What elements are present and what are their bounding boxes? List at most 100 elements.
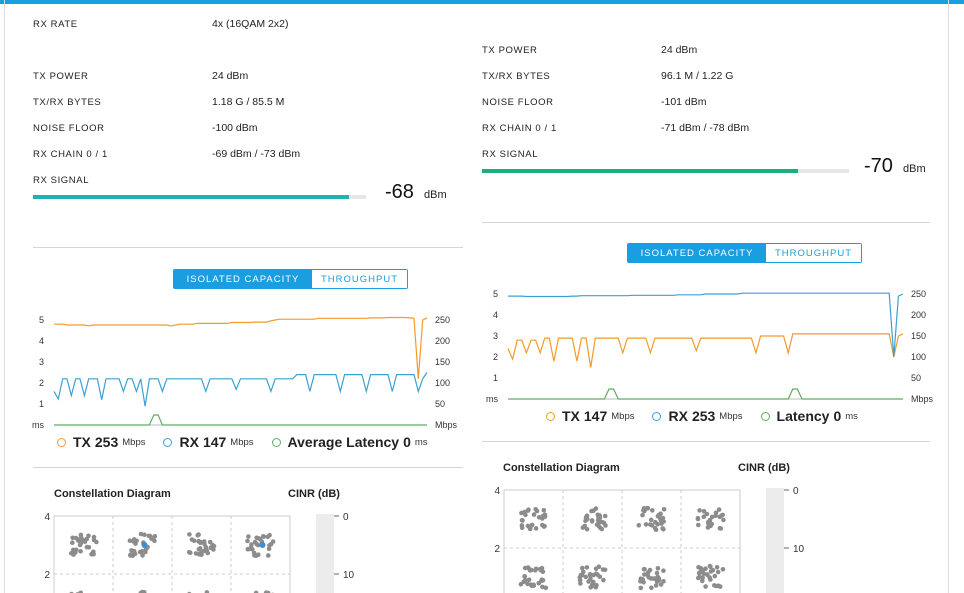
constellation-point xyxy=(131,548,137,554)
constellation-point xyxy=(601,577,606,583)
left-axis-tick: 4 xyxy=(39,336,44,346)
constellation-point xyxy=(638,576,644,581)
constellation-point xyxy=(536,515,542,520)
constellation-y-tick: 2 xyxy=(44,570,50,581)
constellation-point xyxy=(84,544,90,550)
constellation-point xyxy=(140,553,145,558)
right-constellation-title: Constellation Diagram xyxy=(503,462,620,474)
constellation-point xyxy=(584,527,590,532)
constellation-point xyxy=(261,534,267,539)
constellation-point xyxy=(521,579,526,585)
isolated-capacity-tab[interactable]: ISOLATED CAPACITY xyxy=(628,244,766,262)
txrx-bytes-label: TX/RX BYTES xyxy=(33,97,102,108)
constellation-point xyxy=(266,553,271,558)
constellation-point xyxy=(653,519,658,525)
constellation-point xyxy=(642,566,647,572)
constellation-point xyxy=(647,567,653,573)
constellation-point xyxy=(584,513,590,518)
constellation-point xyxy=(78,532,84,538)
constellation-point xyxy=(78,540,84,545)
left-axis-tick: 4 xyxy=(493,310,498,320)
constellation-point xyxy=(78,549,83,554)
constellation-point xyxy=(602,513,608,519)
tx-power-value: 24 dBm xyxy=(661,44,698,56)
left-chart-toggle: ISOLATED CAPACITY THROUGHPUT xyxy=(173,269,408,289)
constellation-point xyxy=(648,576,653,581)
constellation-point xyxy=(582,523,588,529)
legend-tx: TX 253 Mbps xyxy=(57,434,145,450)
constellation-point xyxy=(597,513,603,518)
constellation-point xyxy=(520,518,525,523)
constellation-point xyxy=(541,508,547,513)
constellation-point xyxy=(647,522,653,527)
constellation-point xyxy=(579,572,585,578)
constellation-point xyxy=(257,536,263,542)
legend-latency-name: Latency xyxy=(776,408,830,424)
right-axis-tick: 200 xyxy=(435,336,450,346)
rx-rate-label: RX RATE xyxy=(33,19,78,30)
series-line-tx xyxy=(507,333,904,368)
constellation-point xyxy=(649,585,654,591)
rx-signal-label: RX SIGNAL xyxy=(33,175,90,186)
throughput-tab[interactable]: THROUGHPUT xyxy=(766,244,861,262)
constellation-point xyxy=(714,565,720,570)
constellation-point xyxy=(531,512,537,517)
constellation-point xyxy=(708,523,713,529)
constellation-y-tick: 4 xyxy=(44,512,50,523)
constellation-point xyxy=(661,579,666,584)
txrx-bytes-label: TX/RX BYTES xyxy=(482,71,551,82)
constellation-point xyxy=(703,584,708,589)
constellation-point xyxy=(152,534,158,539)
constellation-point xyxy=(700,568,706,573)
constellation-point xyxy=(708,577,713,582)
constellation-point xyxy=(270,539,276,544)
rx-chain-label: RX CHAIN 0 / 1 xyxy=(33,149,108,160)
constellation-point xyxy=(660,526,665,531)
constellation-point xyxy=(519,523,525,528)
constellation-point xyxy=(636,523,642,528)
legend-tx-name: TX xyxy=(562,408,580,424)
tx-legend-circle-icon xyxy=(546,411,555,421)
constellation-point xyxy=(712,583,717,588)
left-chart-legend: TX 253 Mbps RX 147 Mbps Average Latency … xyxy=(57,434,446,450)
legend-tx-name: TX xyxy=(73,434,91,450)
constellation-point xyxy=(602,567,608,573)
constellation-point xyxy=(641,506,647,511)
noise-floor-label: NOISE FLOOR xyxy=(33,123,105,134)
constellation-point xyxy=(541,524,547,529)
constellation-point xyxy=(716,507,722,512)
constellation-point xyxy=(717,525,723,531)
constellation-point xyxy=(580,565,585,571)
right-axis-tick: 100 xyxy=(911,352,926,362)
txrx-bytes-value: 1.18 G / 85.5 M xyxy=(212,96,285,108)
constellation-point xyxy=(529,583,534,588)
constellation-point xyxy=(640,512,645,518)
isolated-capacity-tab[interactable]: ISOLATED CAPACITY xyxy=(174,270,312,288)
top-accent-bar xyxy=(0,0,964,4)
rx-signal-bar xyxy=(482,169,849,173)
constellation-point xyxy=(583,574,589,580)
constellation-point xyxy=(655,574,660,580)
constellation-point xyxy=(526,577,532,583)
constellation-point xyxy=(91,549,96,555)
throughput-tab[interactable]: THROUGHPUT xyxy=(312,270,407,288)
constellation-point xyxy=(533,526,539,531)
constellation-point-highlight xyxy=(259,542,266,548)
constellation-point xyxy=(638,585,644,591)
constellation-point xyxy=(720,567,726,572)
constellation-point xyxy=(594,582,599,588)
legend-latency-name: Average Latency xyxy=(287,434,400,450)
constellation-point xyxy=(255,542,261,548)
left-constellation-diagram: 4 2 0 10 xyxy=(44,512,355,593)
right-cinr-title: CINR (dB) xyxy=(738,462,790,474)
constellation-point xyxy=(642,572,647,577)
constellation-point xyxy=(533,568,538,573)
constellation-point xyxy=(201,539,207,544)
right-axis-tick: 200 xyxy=(911,310,926,320)
left-axis-tick: 3 xyxy=(39,357,44,367)
rx-signal-unit: dBm xyxy=(903,163,926,175)
legend-latency-unit: ms xyxy=(414,436,428,448)
constellation-point xyxy=(82,539,88,544)
noise-floor-value: -100 dBm xyxy=(212,122,258,134)
legend-rx-value: 253 xyxy=(691,408,716,424)
